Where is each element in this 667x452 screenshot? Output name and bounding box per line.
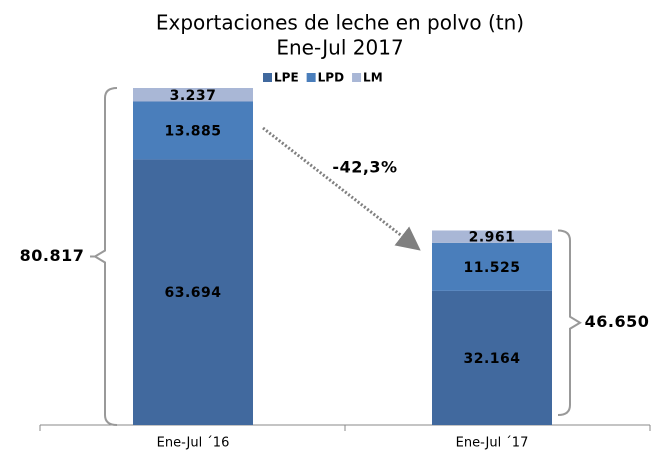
legend-label: LPD bbox=[318, 71, 344, 85]
total-bracket bbox=[557, 229, 582, 416]
data-label: 3.237 bbox=[170, 88, 217, 104]
legend-swatch bbox=[306, 73, 316, 82]
data-label: 32.164 bbox=[463, 351, 520, 367]
total-label: 46.650 bbox=[585, 312, 650, 331]
data-label: 2.961 bbox=[469, 230, 516, 246]
data-label: 13.885 bbox=[164, 123, 221, 139]
x-tick-label: Ene-Jul ´17 bbox=[456, 436, 529, 451]
total-label: 80.817 bbox=[20, 246, 85, 265]
bar-segment bbox=[133, 101, 253, 160]
legend-label: LM bbox=[363, 71, 383, 85]
data-label: 63.694 bbox=[164, 285, 221, 301]
legend-swatch bbox=[352, 73, 362, 82]
chart-subtitle: Ene-Jul 2017 bbox=[276, 36, 403, 60]
bar-segment bbox=[432, 290, 552, 425]
data-label: 11.525 bbox=[463, 260, 520, 276]
change-arrow bbox=[262, 126, 421, 251]
bar-segment bbox=[432, 242, 552, 291]
bar-segment bbox=[133, 88, 253, 102]
legend-swatch bbox=[263, 73, 272, 82]
bar-segment bbox=[432, 230, 552, 243]
chart-title: Exportaciones de leche en polvo (tn) bbox=[156, 11, 524, 35]
total-bracket bbox=[93, 87, 118, 426]
x-tick-label: Ene-Jul ´16 bbox=[157, 436, 230, 451]
bar-segment bbox=[133, 159, 253, 426]
legend-label: LPE bbox=[274, 71, 299, 85]
change-label: -42,3% bbox=[332, 158, 397, 177]
